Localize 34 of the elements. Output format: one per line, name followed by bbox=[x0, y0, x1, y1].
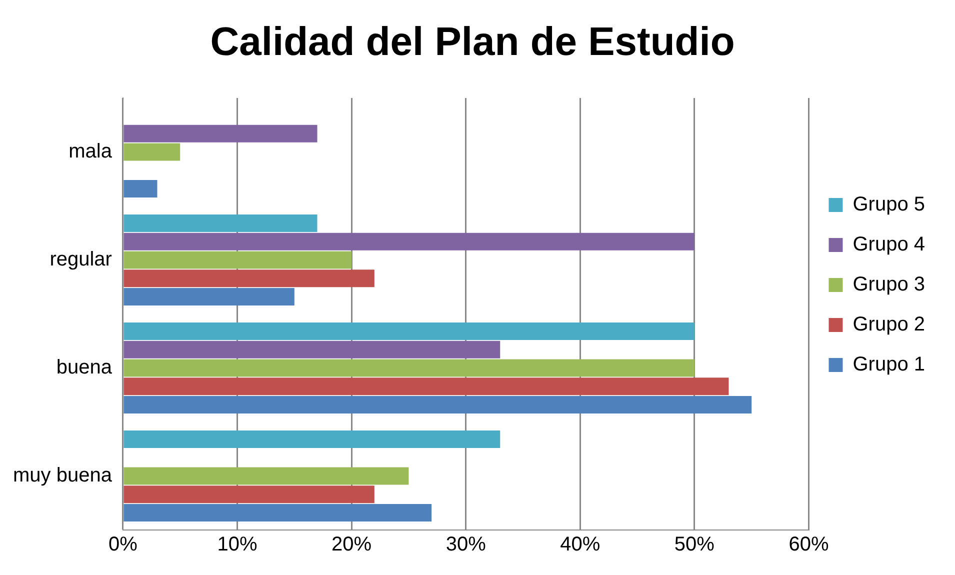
x-tick-label: 10% bbox=[217, 534, 258, 556]
x-tick-label: 20% bbox=[332, 534, 372, 556]
bar bbox=[124, 340, 500, 358]
bar bbox=[124, 232, 694, 250]
bar bbox=[124, 378, 729, 396]
legend-label: Grupo 4 bbox=[852, 234, 925, 256]
x-tick-label: 30% bbox=[446, 534, 486, 556]
x-tick-label: 60% bbox=[788, 534, 829, 556]
chart-title: Calidad del Plan de Estudio bbox=[210, 20, 735, 64]
bar bbox=[124, 180, 158, 198]
y-tick-label: muy buena bbox=[12, 464, 113, 487]
bar bbox=[124, 396, 752, 414]
bar bbox=[124, 504, 432, 522]
bar bbox=[124, 143, 180, 161]
bar bbox=[124, 430, 500, 448]
legend-label: Grupo 2 bbox=[852, 314, 925, 336]
bar bbox=[124, 467, 409, 485]
bar bbox=[124, 124, 318, 142]
y-tick-label: buena bbox=[56, 356, 113, 379]
bar bbox=[124, 486, 374, 504]
bar bbox=[124, 270, 374, 288]
legend-label: Grupo 1 bbox=[852, 354, 925, 376]
bar bbox=[124, 359, 694, 377]
bar bbox=[124, 251, 352, 269]
bar bbox=[124, 214, 318, 232]
y-tick-label: mala bbox=[68, 140, 113, 163]
legend-label: Grupo 3 bbox=[852, 274, 925, 296]
legend-label: Grupo 5 bbox=[852, 194, 925, 216]
x-tick-label: 50% bbox=[674, 534, 715, 556]
bar bbox=[124, 288, 294, 306]
x-tick-label: 40% bbox=[560, 534, 600, 556]
y-tick-label: regular bbox=[50, 248, 112, 271]
x-tick-label: 0% bbox=[108, 534, 138, 556]
bar bbox=[124, 322, 694, 340]
